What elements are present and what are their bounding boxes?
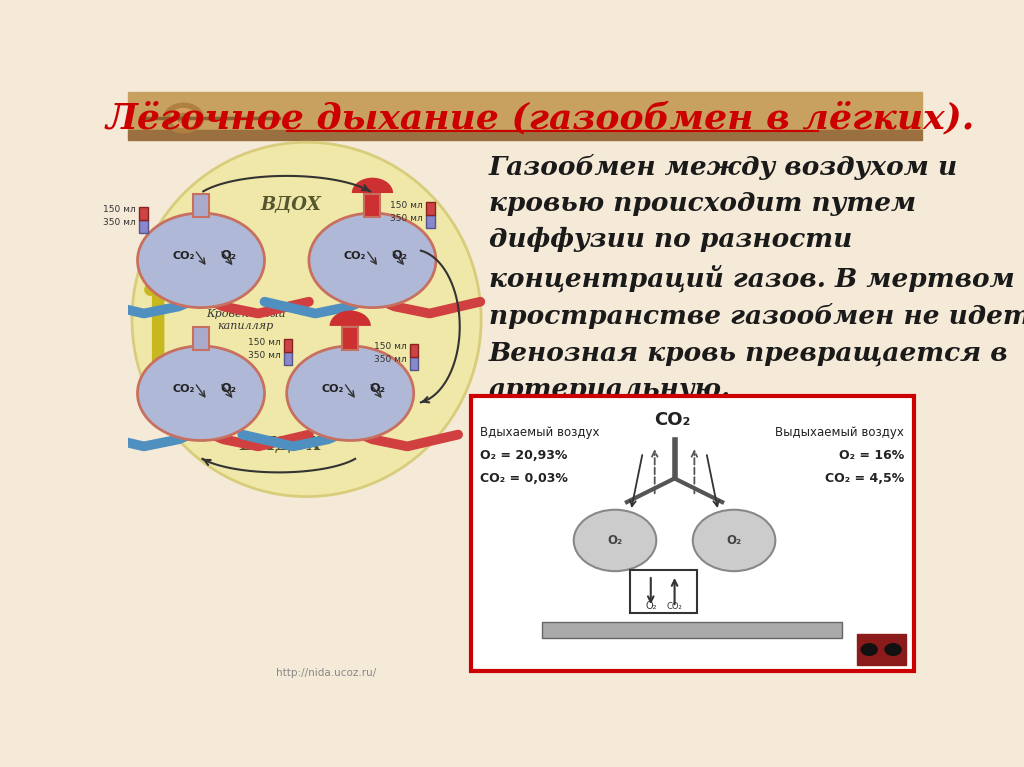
Bar [410,357,419,370]
Circle shape [287,346,414,440]
Bar [630,571,697,613]
Text: 350 мл: 350 мл [103,219,136,228]
Text: Кровеносный
капилляр: Кровеносный капилляр [206,309,286,331]
Text: 350 мл: 350 мл [390,214,423,222]
Circle shape [171,109,197,127]
Bar [365,194,380,216]
Bar [128,92,922,130]
Bar [128,130,922,140]
Bar [139,206,147,219]
Bar [342,327,358,350]
Bar [426,215,435,228]
Text: 350 мл: 350 мл [374,355,407,364]
Circle shape [137,213,264,308]
Circle shape [860,643,878,656]
Bar [426,202,435,215]
Text: Вдыхаемый воздух: Вдыхаемый воздух [480,426,600,439]
Text: O₂: O₂ [220,382,236,395]
Wedge shape [352,178,393,193]
Text: CO₂: CO₂ [172,251,195,261]
Bar [194,327,209,350]
Circle shape [177,114,189,123]
Bar [284,353,292,366]
Text: O₂: O₂ [607,534,623,547]
Text: http://nida.ucoz.ru/: http://nida.ucoz.ru/ [276,668,377,678]
Text: O₂ = 16%: O₂ = 16% [839,449,904,463]
Circle shape [164,104,204,133]
Text: CO₂ = 0,03%: CO₂ = 0,03% [480,472,568,485]
Text: ВЫДОХ: ВЫДОХ [240,436,322,454]
Bar [194,194,209,216]
Text: CO₂: CO₂ [654,411,690,429]
Ellipse shape [132,142,481,496]
Text: O₂: O₂ [220,249,236,262]
Text: O₂: O₂ [645,601,656,611]
Text: CO₂: CO₂ [322,384,344,393]
Bar [543,622,842,638]
Text: Газообмен между воздухом и
кровью происходит путем
диффузии по разности
концентр: Газообмен между воздухом и кровью происх… [489,154,1024,402]
Bar [471,397,913,671]
Text: Лёгочное дыхание (газообмен в лёгких).: Лёгочное дыхание (газообмен в лёгких). [106,101,975,135]
Text: 350 мл: 350 мл [248,351,281,360]
Wedge shape [330,311,371,326]
Bar [856,634,905,665]
Circle shape [573,510,656,571]
Text: CO₂: CO₂ [344,251,367,261]
Text: 150 мл: 150 мл [390,201,423,209]
Text: ВДОХ: ВДОХ [260,196,322,215]
Bar [139,219,147,232]
Circle shape [137,346,264,440]
Text: O₂: O₂ [391,249,408,262]
Text: O₂: O₂ [370,382,385,395]
Text: CO₂: CO₂ [172,384,195,393]
Circle shape [693,510,775,571]
Bar [410,344,419,357]
Text: O₂: O₂ [726,534,741,547]
Circle shape [885,643,902,656]
Text: CO₂ = 4,5%: CO₂ = 4,5% [825,472,904,485]
Circle shape [309,213,436,308]
Bar [284,340,292,353]
Text: 150 мл: 150 мл [103,206,136,215]
Text: 150 мл: 150 мл [248,338,281,347]
Text: O₂ = 20,93%: O₂ = 20,93% [480,449,567,463]
Text: 150 мл: 150 мл [374,342,407,351]
Text: CO₂: CO₂ [667,601,682,611]
Text: Выдыхаемый воздух: Выдыхаемый воздух [775,426,904,439]
